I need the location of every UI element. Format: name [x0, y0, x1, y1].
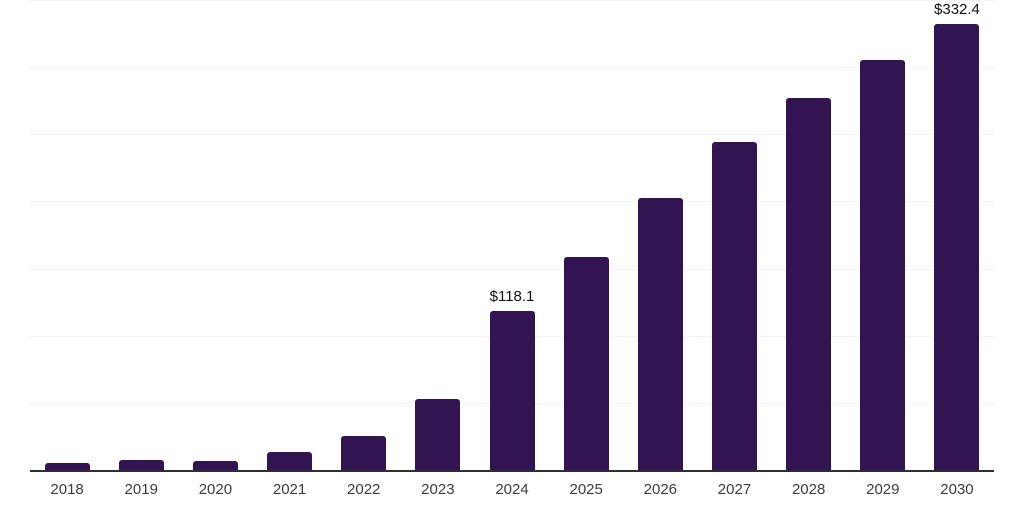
x-axis-line [30, 470, 994, 472]
bar-2024 [489, 311, 535, 470]
bar-value-label: $118.1 [489, 288, 535, 306]
x-axis-label: 2020 [198, 481, 233, 498]
bar-2025 [563, 256, 609, 470]
bar-band [327, 0, 401, 470]
bar-value-label: $332.4 [934, 0, 980, 18]
x-axis-label: 2028 [791, 481, 826, 498]
bar-2029 [860, 60, 906, 470]
bar-2030 [934, 23, 980, 470]
x-axis-label: 2027 [717, 481, 752, 498]
bar-2027 [711, 142, 757, 470]
gridline [30, 134, 994, 136]
x-axis-label: 2019 [124, 481, 158, 498]
x-axis-label: 2024 [495, 481, 529, 498]
bars-container: $118.1 $332.4 [30, 0, 994, 470]
bar-2023 [415, 399, 461, 470]
bar-band [772, 0, 846, 470]
bar-band [252, 0, 326, 470]
x-axis: 2018 2019 2020 2021 2022 2023 2024 2025 2026 2027… [30, 481, 994, 498]
bar-band [30, 0, 104, 470]
bar-band [846, 0, 920, 470]
x-axis-label: 2021 [272, 481, 307, 498]
bar-band: $332.4 [920, 0, 994, 470]
x-axis-label: 2026 [643, 481, 678, 498]
x-axis-label: 2023 [421, 481, 455, 498]
bar-band [401, 0, 475, 470]
bar-2028 [786, 97, 832, 470]
bar-2018 [44, 463, 90, 470]
x-axis-label: 2018 [50, 481, 84, 498]
bar-2022 [341, 436, 387, 470]
x-axis-label: 2025 [569, 481, 603, 498]
gridline [30, 0, 994, 1]
bar-2019 [118, 460, 164, 470]
bar-band: $118.1 [475, 0, 549, 470]
bar-band [178, 0, 252, 470]
x-axis-label: 2030 [940, 481, 974, 498]
plot-area: $118.1 $332.4 [30, 0, 994, 472]
gridline [30, 201, 994, 203]
bar-band [623, 0, 697, 470]
bar-2020 [192, 461, 238, 470]
gridline [30, 67, 994, 69]
bar-band [549, 0, 623, 470]
bar-2026 [637, 198, 683, 470]
bar-band [697, 0, 771, 470]
bar-band [104, 0, 178, 470]
gridline [30, 268, 994, 270]
x-axis-label: 2022 [347, 481, 381, 498]
bar-2021 [267, 452, 313, 470]
x-axis-label: 2029 [866, 481, 900, 498]
